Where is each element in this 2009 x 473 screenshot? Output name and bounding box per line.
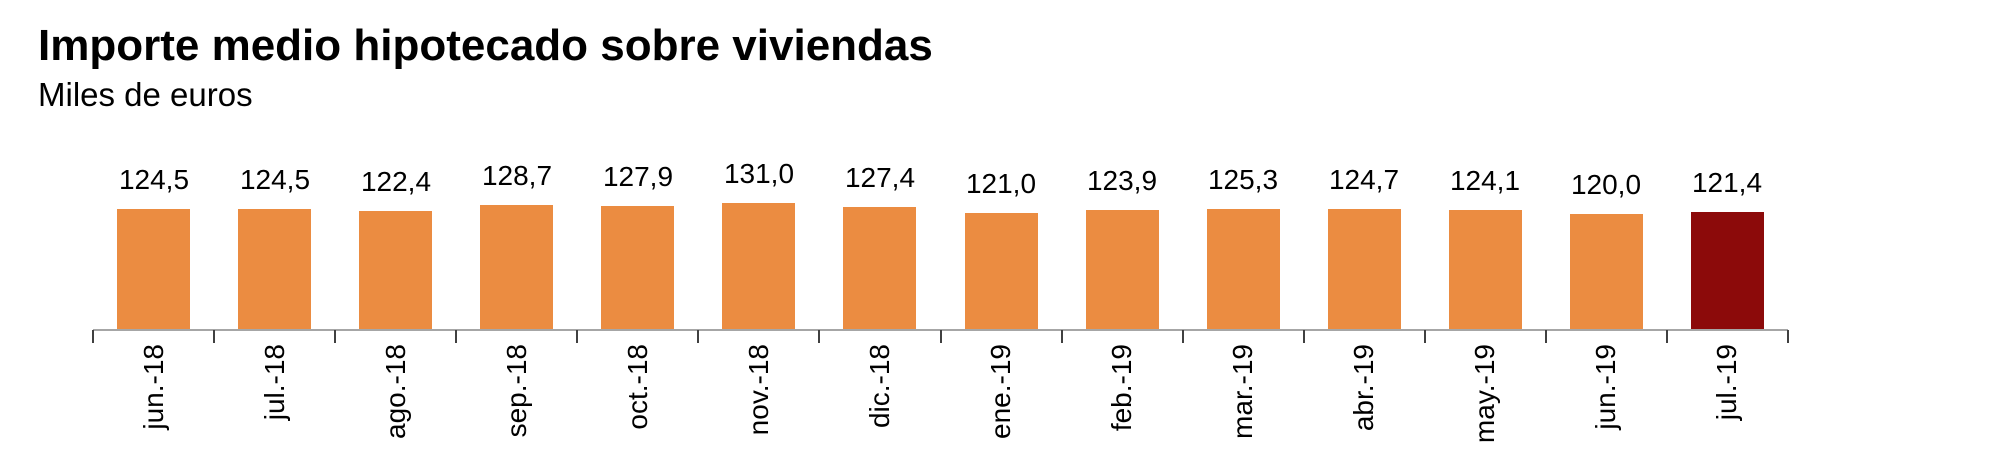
bar-plot: 124,5 jun.-18 124,5 jul.-18 122,4 ago.-18 128,… xyxy=(92,0,1789,473)
x-tick-label: dic.-18 xyxy=(864,344,895,429)
axis-tick xyxy=(334,330,336,343)
axis-tick xyxy=(92,330,94,343)
bar-value-label: 128,7 xyxy=(481,160,553,191)
axis-tick xyxy=(1545,330,1547,343)
bar-jul-19 xyxy=(1691,212,1764,329)
x-tick-label: abr.-19 xyxy=(1348,344,1379,432)
bar-dic-18 xyxy=(843,207,916,329)
axis-tick xyxy=(1666,330,1668,343)
x-tick-label: jul.-18 xyxy=(259,344,290,421)
bar-mar-19 xyxy=(1207,209,1280,329)
bar-may-19 xyxy=(1449,210,1522,329)
bar-value-label: 124,1 xyxy=(1449,165,1521,196)
bar-jul-18 xyxy=(238,209,311,329)
bar-oct-18 xyxy=(601,206,674,329)
axis-tick xyxy=(818,330,820,343)
bar-value-label: 124,5 xyxy=(239,164,311,195)
bar-jun-18 xyxy=(117,209,190,329)
axis-tick xyxy=(1424,330,1426,343)
x-tick-label: jun.-19 xyxy=(1590,344,1621,430)
axis-tick xyxy=(455,330,457,343)
axis-tick xyxy=(1061,330,1063,343)
bar-value-label: 125,3 xyxy=(1207,164,1279,195)
x-tick-label: oct.-18 xyxy=(622,344,653,430)
bar-value-label: 120,0 xyxy=(1570,169,1642,200)
bar-value-label: 127,9 xyxy=(602,161,674,192)
bar-value-label: 127,4 xyxy=(844,162,916,193)
x-tick-label: jul.-19 xyxy=(1711,344,1742,421)
bar-nov-18 xyxy=(722,203,795,329)
x-tick-label: ago.-18 xyxy=(380,344,411,439)
axis-tick xyxy=(1787,330,1789,343)
bar-ene-19 xyxy=(965,213,1038,329)
axis-tick xyxy=(576,330,578,343)
chart-title: Importe medio hipotecado sobre viviendas xyxy=(38,21,933,70)
axis-tick xyxy=(1303,330,1305,343)
bar-ago-18 xyxy=(359,211,432,329)
chart-subtitle: Miles de euros xyxy=(38,76,253,113)
bar-value-label: 131,0 xyxy=(723,158,795,189)
x-tick-label: sep.-18 xyxy=(501,344,532,438)
axis-tick xyxy=(940,330,942,343)
bar-value-label: 122,4 xyxy=(360,166,432,197)
axis-tick xyxy=(1182,330,1184,343)
bar-value-label: 123,9 xyxy=(1086,165,1158,196)
bar-value-label: 124,7 xyxy=(1328,164,1400,195)
x-tick-label: nov.-18 xyxy=(743,344,774,436)
axis-tick xyxy=(697,330,699,343)
bar-value-label: 124,5 xyxy=(118,164,190,195)
axis-tick xyxy=(213,330,215,343)
x-tick-label: feb.-19 xyxy=(1106,344,1137,432)
bar-sep-18 xyxy=(480,205,553,329)
x-tick-label: mar.-19 xyxy=(1227,344,1258,439)
bar-feb-19 xyxy=(1086,210,1159,329)
bar-value-label: 121,4 xyxy=(1691,167,1763,198)
bar-abr-19 xyxy=(1328,209,1401,329)
x-tick-label: ene.-19 xyxy=(985,344,1016,439)
bar-jun-19 xyxy=(1570,214,1643,329)
x-tick-label: may.-19 xyxy=(1469,344,1500,444)
x-tick-label: jun.-18 xyxy=(138,344,169,430)
bar-value-label: 121,0 xyxy=(965,168,1037,199)
